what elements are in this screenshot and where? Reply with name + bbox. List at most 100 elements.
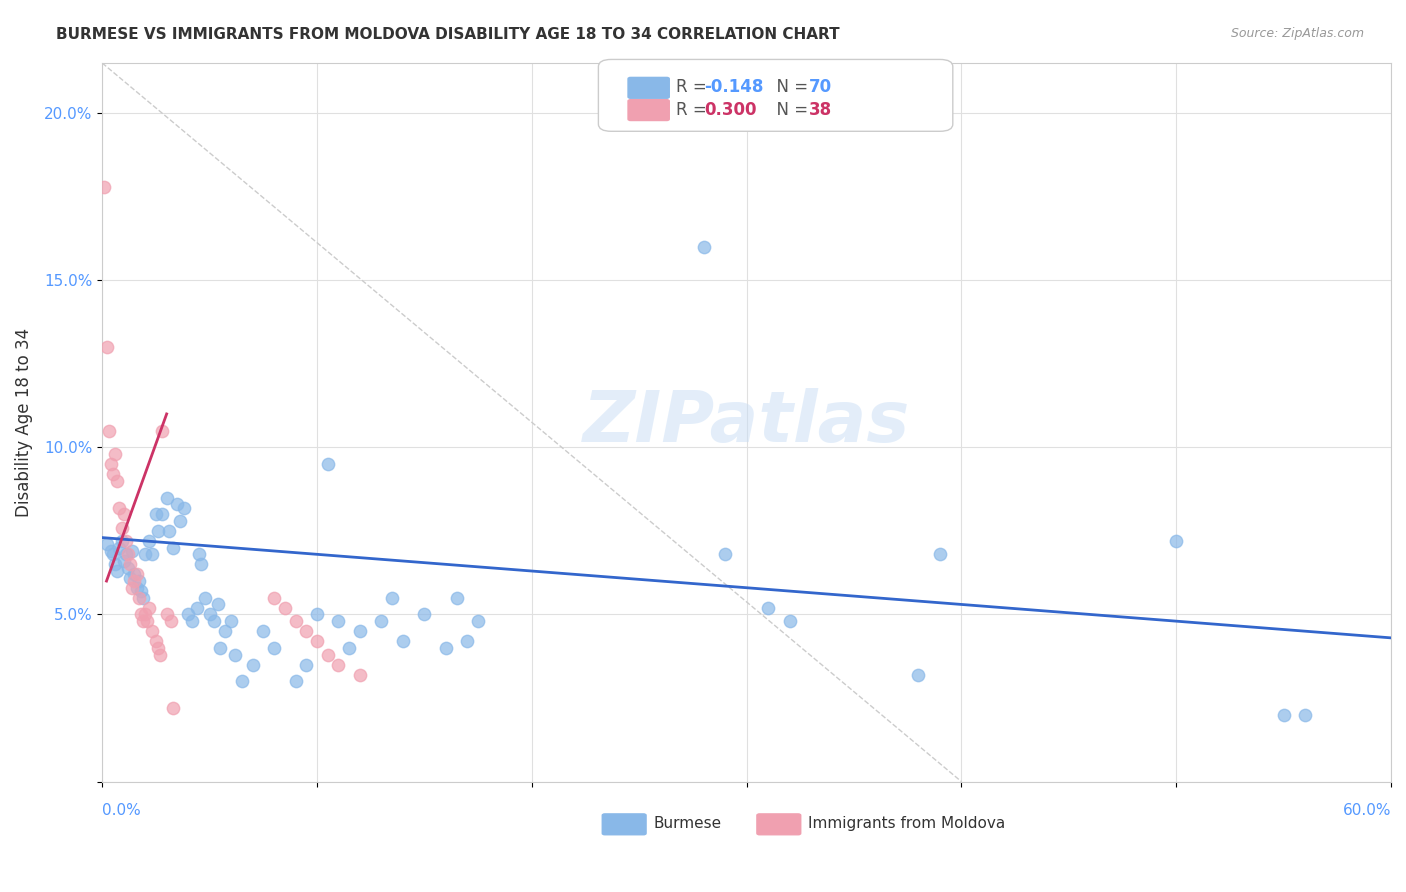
Point — [202, 614, 225, 628]
Point — [413, 607, 436, 622]
Point — [224, 648, 246, 662]
Point — [252, 624, 274, 639]
Text: 70: 70 — [808, 78, 831, 96]
Point — [214, 624, 236, 639]
Point — [110, 533, 132, 548]
Point — [114, 547, 136, 561]
Point — [120, 571, 142, 585]
Point — [117, 547, 139, 561]
Point — [284, 674, 307, 689]
Point — [128, 591, 150, 605]
Point — [100, 544, 122, 558]
Point — [166, 497, 188, 511]
Text: Source: ZipAtlas.com: Source: ZipAtlas.com — [1230, 27, 1364, 40]
Point — [162, 541, 184, 555]
Text: -0.148: -0.148 — [704, 78, 763, 96]
Point — [173, 500, 195, 515]
Point — [150, 424, 173, 438]
Point — [1272, 707, 1295, 722]
Point — [169, 514, 191, 528]
Point — [132, 591, 155, 605]
Point — [112, 507, 135, 521]
Point — [101, 547, 124, 561]
Point — [146, 524, 169, 538]
Point — [108, 500, 131, 515]
Point — [100, 457, 122, 471]
Text: R =: R = — [676, 101, 711, 119]
Text: BURMESE VS IMMIGRANTS FROM MOLDOVA DISABILITY AGE 18 TO 34 CORRELATION CHART: BURMESE VS IMMIGRANTS FROM MOLDOVA DISAB… — [56, 27, 839, 42]
Point — [779, 614, 801, 628]
FancyBboxPatch shape — [602, 814, 647, 835]
Point — [117, 560, 139, 574]
Point — [134, 607, 156, 622]
Point — [97, 424, 120, 438]
Point — [129, 607, 152, 622]
Point — [138, 600, 160, 615]
Point — [305, 607, 328, 622]
Point — [274, 600, 297, 615]
Text: 0.300: 0.300 — [704, 101, 756, 119]
Point — [156, 491, 179, 505]
Point — [134, 547, 156, 561]
Point — [149, 648, 172, 662]
FancyBboxPatch shape — [628, 100, 669, 120]
Point — [467, 614, 489, 628]
Point — [108, 541, 131, 555]
Point — [177, 607, 200, 622]
Point — [370, 614, 392, 628]
Point — [124, 567, 146, 582]
Point — [316, 648, 339, 662]
Text: 0.0%: 0.0% — [103, 803, 141, 818]
Point — [305, 634, 328, 648]
Point — [162, 701, 184, 715]
Point — [349, 667, 371, 681]
Point — [1294, 707, 1316, 722]
Point — [121, 544, 143, 558]
Point — [714, 547, 737, 561]
Point — [138, 533, 160, 548]
Point — [101, 467, 124, 482]
Point — [349, 624, 371, 639]
Point — [125, 567, 148, 582]
Point — [114, 533, 136, 548]
Text: R =: R = — [676, 78, 711, 96]
Point — [392, 634, 415, 648]
Point — [434, 640, 457, 655]
Point — [231, 674, 253, 689]
Point — [263, 640, 285, 655]
Point — [186, 600, 208, 615]
Point — [146, 640, 169, 655]
Point — [156, 607, 179, 622]
Point — [157, 524, 180, 538]
Point — [381, 591, 404, 605]
Point — [104, 558, 127, 572]
Point — [295, 657, 318, 672]
Text: N =: N = — [766, 101, 813, 119]
Point — [295, 624, 318, 639]
Point — [756, 600, 779, 615]
Text: N =: N = — [766, 78, 813, 96]
Point — [104, 447, 127, 461]
Text: Immigrants from Moldova: Immigrants from Moldova — [808, 816, 1005, 830]
Point — [198, 607, 221, 622]
Point — [160, 614, 183, 628]
Point — [141, 547, 163, 561]
Point — [129, 584, 152, 599]
Point — [110, 520, 132, 534]
Point — [145, 634, 167, 648]
Point — [194, 591, 217, 605]
Point — [124, 574, 146, 588]
Point — [284, 614, 307, 628]
Point — [446, 591, 468, 605]
Point — [132, 614, 155, 628]
Point — [263, 591, 285, 605]
Point — [93, 179, 115, 194]
Text: 60.0%: 60.0% — [1343, 803, 1391, 818]
FancyBboxPatch shape — [756, 814, 801, 835]
Point — [128, 574, 150, 588]
Point — [150, 507, 173, 521]
Point — [242, 657, 264, 672]
Point — [692, 240, 714, 254]
Point — [456, 634, 478, 648]
Point — [328, 657, 350, 672]
